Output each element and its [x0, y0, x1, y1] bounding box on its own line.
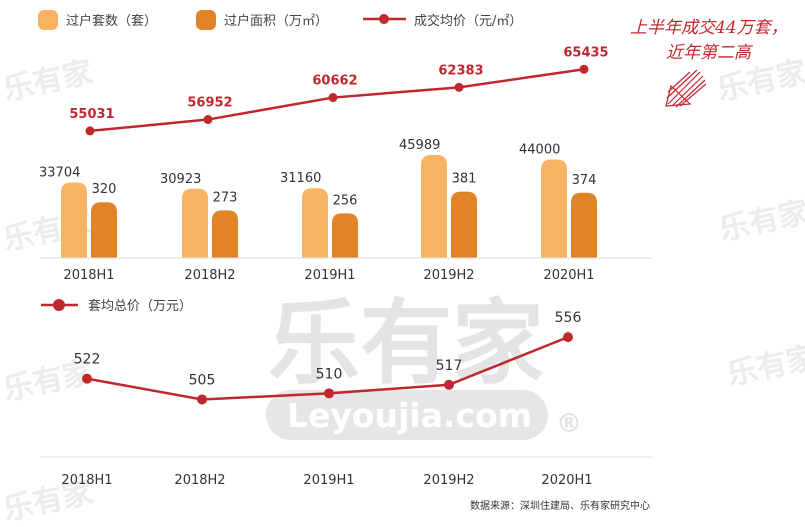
total-price-point-2018H1	[82, 373, 92, 384]
price-line-group: 55031 56952 60662 62383 65435	[69, 45, 609, 136]
legend-label-price: 成交均价（元/㎡）	[414, 13, 522, 29]
legend-label-units: 过户套数（套）	[66, 13, 157, 29]
watermark-domain: Leyoujia.com	[287, 396, 532, 435]
watermark-layer: 乐有家 Leyoujia.com ® 乐有家 乐有家 乐有家 乐有家 乐有家 乐…	[0, 55, 805, 527]
legend-marker-total	[53, 299, 65, 311]
top-tick-2019H2: 2019H2	[423, 268, 474, 283]
bar-units-2019H1	[302, 188, 328, 258]
data-label-area-2019H1: 256	[333, 193, 358, 208]
total-price-point-2019H2	[444, 379, 454, 390]
top-bars: 33704 320 30923 273 31160 256 45989 381 44000 374	[39, 138, 597, 258]
bar-area-2018H2	[212, 210, 238, 258]
bar-units-2018H1	[61, 182, 87, 258]
watermark-brand-small: 乐有家	[0, 55, 95, 108]
total-price-label-2019H1: 510	[316, 366, 343, 382]
total-price-point-2019H1	[324, 388, 334, 399]
legend-label-total: 套均总价（万元）	[88, 298, 192, 314]
data-label-area-2019H2: 381	[452, 172, 477, 187]
bar-units-2019H2	[421, 155, 447, 258]
bottom-tick-2019H2: 2019H2	[423, 473, 474, 488]
watermark-brand-small: 乐有家	[716, 195, 805, 248]
bar-area-2020H1	[571, 192, 597, 258]
top-tick-2018H1: 2018H1	[63, 268, 114, 283]
top-legend: 过户套数（套） 过户面积（万㎡） 成交均价（元/㎡）	[38, 10, 522, 30]
price-point-2019H1	[328, 93, 338, 103]
top-tick-2018H2: 2018H2	[184, 268, 235, 283]
total-price-label-2018H1: 522	[74, 352, 101, 368]
total-price-label-2019H2: 517	[436, 358, 463, 374]
legend-label-area: 过户面积（万㎡）	[224, 13, 328, 29]
bar-area-2018H1	[91, 202, 117, 258]
data-label-area-2018H1: 320	[92, 182, 117, 197]
total-price-label-2020H1: 556	[555, 310, 582, 326]
bar-units-2018H2	[182, 188, 208, 258]
bottom-tick-2018H1: 2018H1	[61, 473, 112, 488]
annotation-line-1: 上半年成交44万套，	[630, 18, 788, 38]
total-price-point-2020H1	[563, 332, 573, 343]
data-label-units-2019H2: 45989	[399, 138, 440, 153]
top-tick-2019H1: 2019H1	[304, 268, 355, 283]
bar-area-2019H1	[332, 213, 358, 258]
data-label-units-2018H1: 33704	[39, 166, 80, 181]
price-point-2020H1	[579, 64, 589, 74]
data-label-units-2018H2: 30923	[160, 172, 201, 187]
watermark-brand-small: 乐有家	[724, 340, 805, 393]
watermark-domain-box	[266, 390, 548, 440]
bar-units-2020H1	[541, 159, 567, 258]
data-label-units-2019H1: 31160	[280, 171, 321, 186]
bottom-tick-2020H1: 2020H1	[541, 473, 592, 488]
annotation-line-2: 近年第二高	[666, 43, 754, 63]
annotation: 上半年成交44万套， 近年第二高	[630, 18, 788, 108]
annotation-arrow-icon	[665, 69, 707, 108]
top-category-axis: 2018H1 2018H2 2019H1 2019H2 2020H1	[63, 268, 594, 283]
watermark-registered-mark: ®	[556, 409, 582, 439]
price-point-2019H2	[454, 82, 464, 92]
source-note: 数据来源：深圳住建局、乐有家研究中心	[470, 499, 650, 512]
bottom-tick-2019H1: 2019H1	[303, 473, 354, 488]
legend-swatch-area	[196, 10, 216, 30]
legend-marker-price	[379, 14, 389, 24]
bottom-tick-2018H2: 2018H2	[174, 473, 225, 488]
bar-area-2019H2	[451, 191, 477, 258]
total-price-label-2018H2: 505	[189, 372, 216, 388]
price-label-2020H1: 65435	[563, 45, 608, 60]
total-price-line-group: 522 505 510 517 556	[74, 310, 582, 405]
total-price-point-2018H2	[197, 394, 207, 405]
data-label-area-2018H2: 273	[213, 190, 238, 205]
data-label-area-2020H1: 374	[572, 173, 597, 188]
price-label-2019H2: 62383	[438, 63, 483, 78]
legend-swatch-units	[38, 10, 58, 30]
price-point-2018H2	[203, 115, 213, 125]
bottom-category-axis: 2018H1 2018H2 2019H1 2019H2 2020H1	[61, 473, 592, 488]
top-tick-2020H1: 2020H1	[543, 268, 594, 283]
price-label-2018H1: 55031	[69, 107, 114, 122]
data-label-units-2020H1: 44000	[519, 142, 560, 157]
bottom-legend: 套均总价（万元）	[41, 298, 192, 314]
price-label-2019H1: 60662	[312, 74, 357, 89]
watermark-brand: 乐有家	[268, 290, 544, 397]
price-point-2018H1	[85, 126, 95, 136]
price-label-2018H2: 56952	[187, 96, 232, 111]
